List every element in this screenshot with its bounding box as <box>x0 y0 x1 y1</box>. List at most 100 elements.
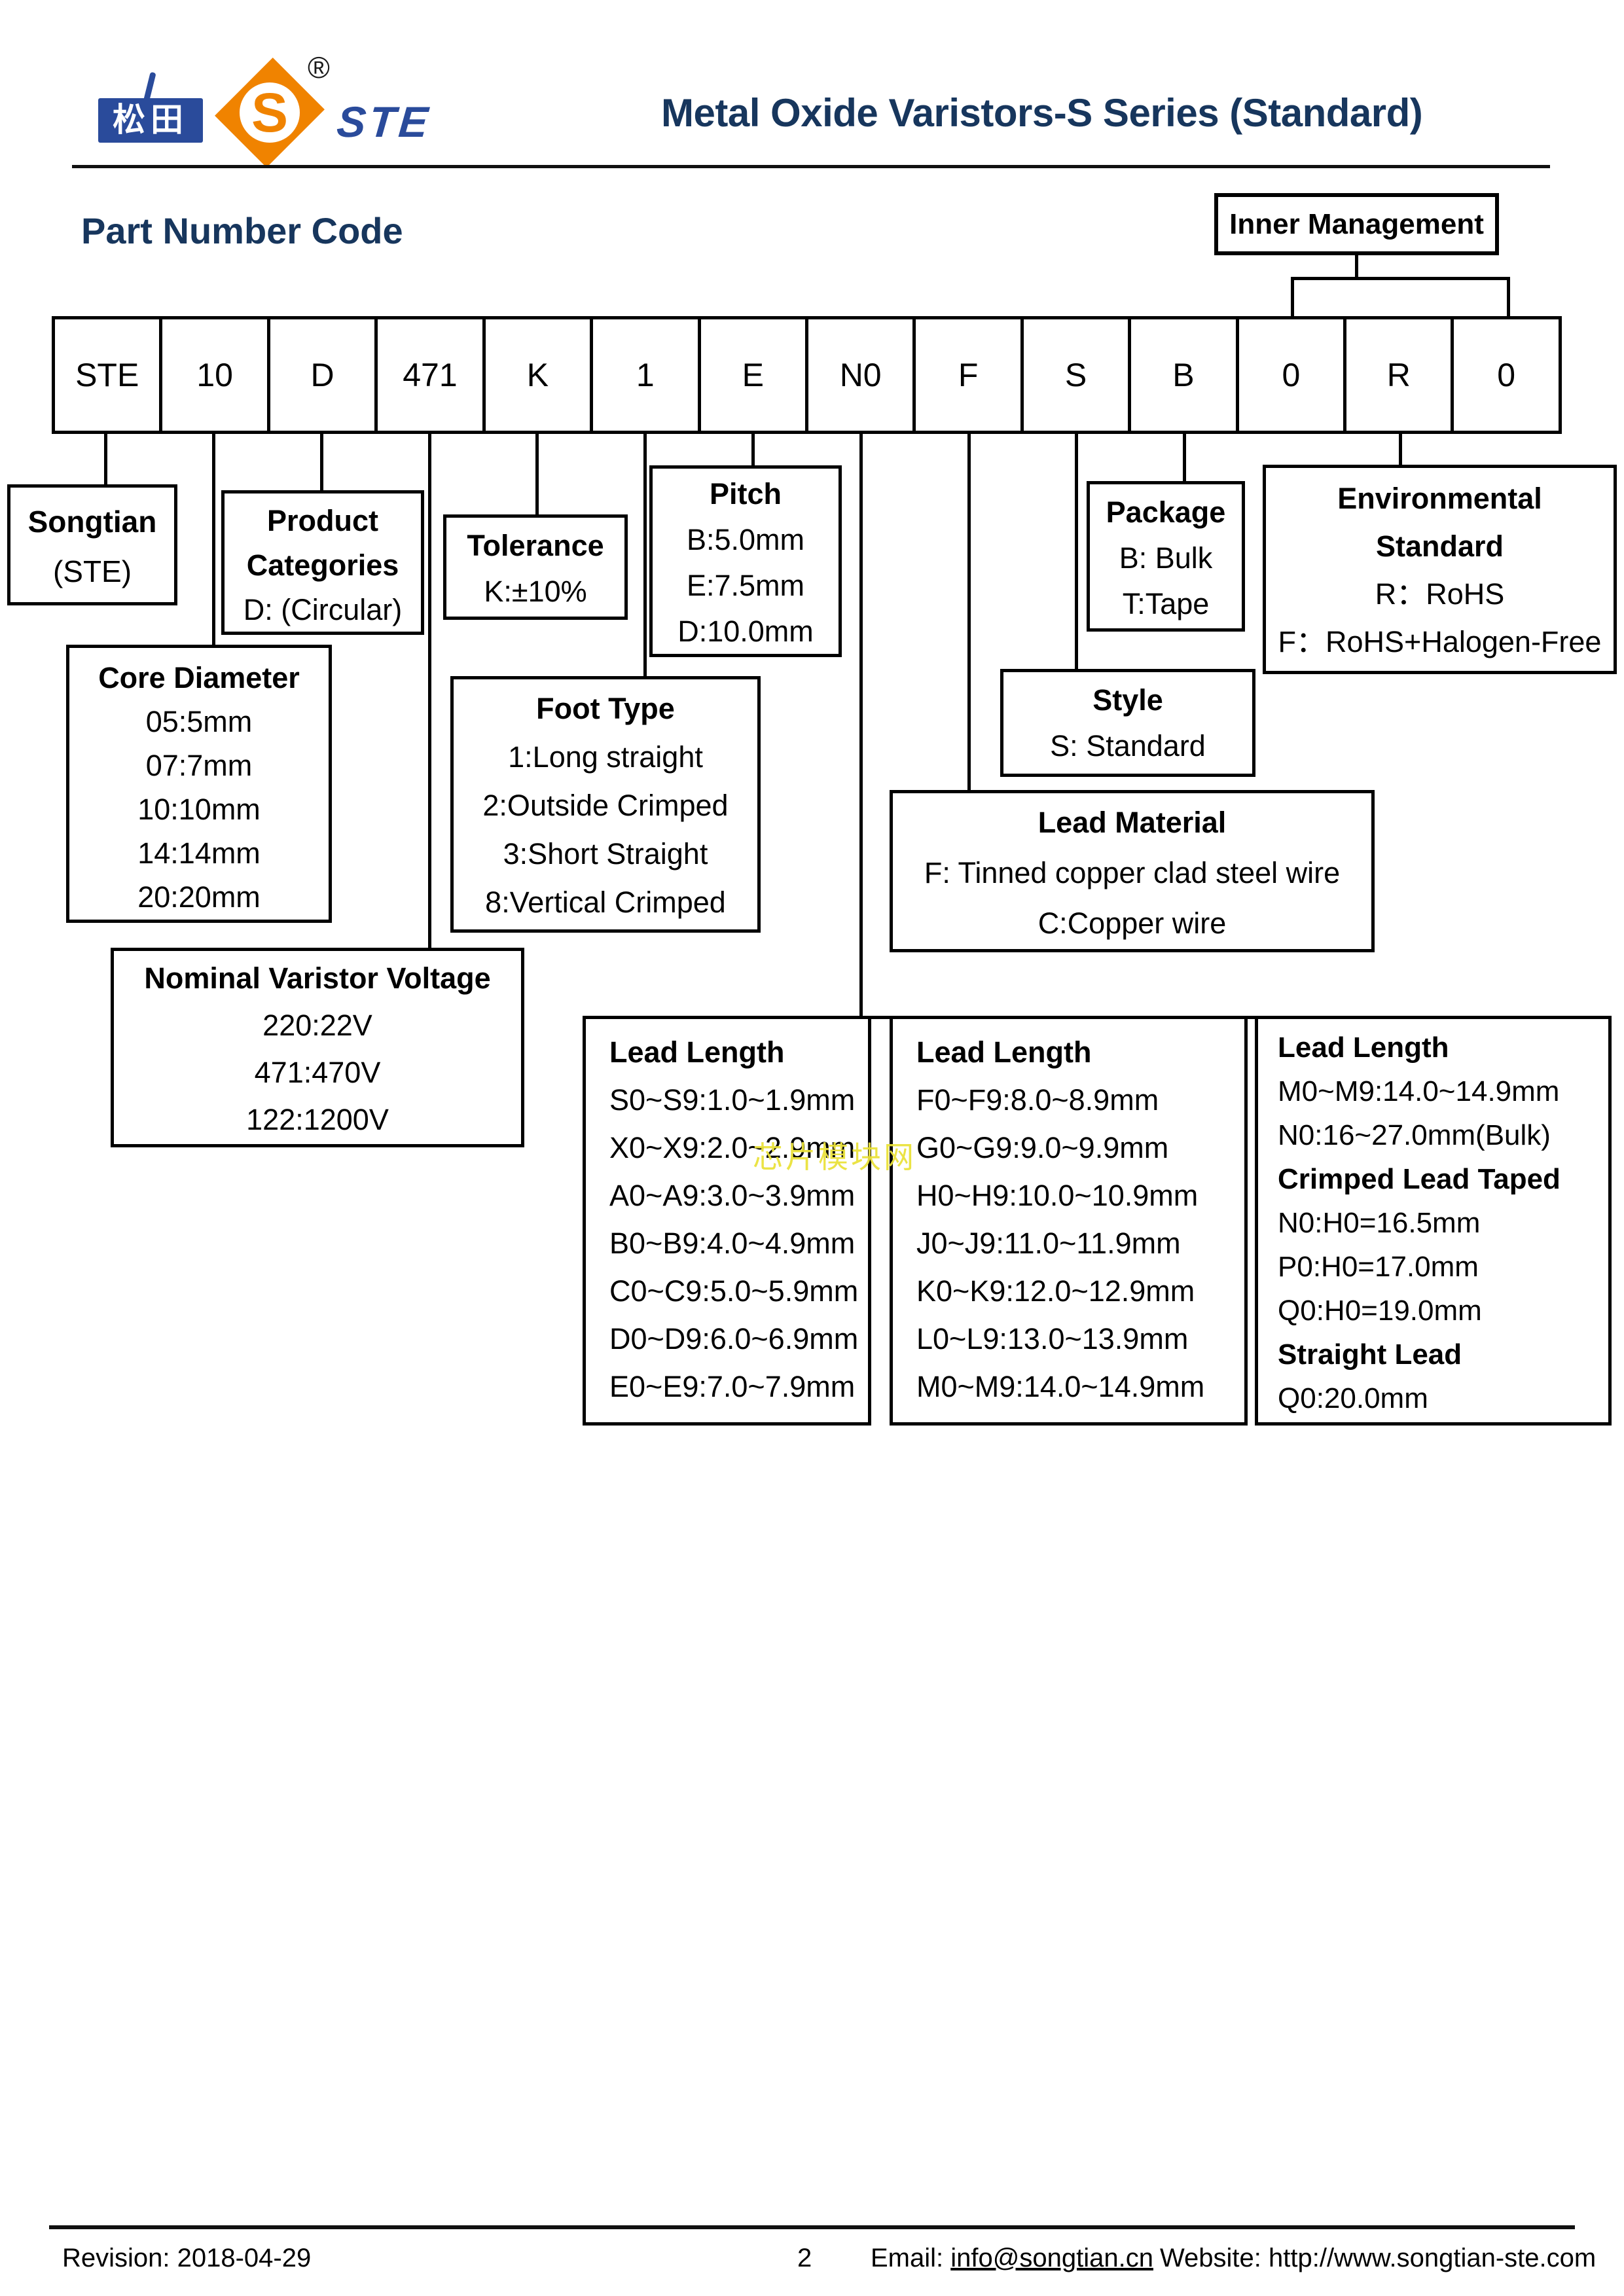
songtian-line: (STE) <box>52 554 132 588</box>
lead-length-box-3: Lead Length M0~M9:14.0~14.9mm N0:16~27.0… <box>1255 1016 1612 1426</box>
ll3-line-5: Q0:H0=19.0mm <box>1278 1295 1482 1327</box>
ll3-subtitle-crimped: Crimped Lead Taped <box>1278 1163 1561 1195</box>
ll2-line-6: L0~L9:13.0~13.9mm <box>916 1322 1189 1355</box>
environmental-line-1: R：RoHS <box>1375 577 1505 611</box>
connector-leadlength-bridge1 <box>871 1016 890 1019</box>
lead-length-box-1: Lead Length S0~S9:1.0~1.9mm X0~X9:2.0~2.… <box>583 1016 871 1426</box>
footer-email-label: Email: <box>871 2244 951 2272</box>
pitch-title: Pitch <box>709 477 782 511</box>
ll3-subtitle-straight: Straight Lead <box>1278 1338 1462 1371</box>
section-heading: Part Number Code <box>81 210 403 251</box>
foot-type-title: Foot Type <box>536 692 675 725</box>
package-box: Package B: Bulk T:Tape <box>1087 481 1245 632</box>
core-diameter-title: Core Diameter <box>98 661 300 694</box>
ll2-line-4: J0~J9:11.0~11.9mm <box>916 1227 1181 1260</box>
site-watermark: 芯片模块网 <box>753 1140 916 1174</box>
core-diameter-line-5: 20:20mm <box>137 880 261 914</box>
footer-page-number: 2 <box>797 2244 812 2272</box>
ll3-line-6: Q0:20.0mm <box>1278 1382 1428 1414</box>
part-code-cell-category: D <box>266 319 374 431</box>
connector-inner-mgmt-drop-left <box>1291 277 1294 316</box>
connector-foot-type <box>643 434 647 676</box>
connector-lead-material <box>967 434 971 790</box>
header-divider <box>72 165 1550 168</box>
nominal-voltage-line-1: 220:22V <box>262 1009 372 1042</box>
core-diameter-line-4: 14:14mm <box>137 836 261 870</box>
nominal-voltage-line-3: 122:1200V <box>246 1103 389 1136</box>
part-code-cell-style: S <box>1020 319 1128 431</box>
part-code-cell-leadmaterial: F <box>912 319 1020 431</box>
pitch-box: Pitch B:5.0mm E:7.5mm D:10.0mm <box>649 465 842 657</box>
part-code-cell-tolerance: K <box>482 319 590 431</box>
part-code-cell-core: 10 <box>159 319 266 431</box>
connector-inner-mgmt-drop-right <box>1507 277 1510 316</box>
tolerance-title: Tolerance <box>467 529 604 562</box>
connector-package <box>1183 434 1186 481</box>
connector-style <box>1075 434 1078 669</box>
lead-length-2-title: Lead Length <box>916 1035 1092 1069</box>
ll3-line-3: N0:H0=16.5mm <box>1278 1207 1481 1239</box>
part-code-cell-package: B <box>1128 319 1235 431</box>
ll1-line-3: A0~A9:3.0~3.9mm <box>609 1179 856 1212</box>
pitch-line-2: E:7.5mm <box>686 569 805 602</box>
foot-type-line-1: 1:Long straight <box>508 740 703 774</box>
ll1-line-7: E0~E9:7.0~7.9mm <box>609 1370 856 1403</box>
environmental-standard-box: Environmental Standard R：RoHS F：RoHS+Hal… <box>1263 465 1617 674</box>
core-diameter-line-2: 07:7mm <box>145 749 253 782</box>
connector-leadlength-bridge2 <box>1248 1016 1255 1019</box>
foot-type-line-2: 2:Outside Crimped <box>482 789 729 822</box>
lead-material-line-1: F: Tinned copper clad steel wire <box>924 856 1341 889</box>
connector-environmental <box>1399 434 1402 465</box>
ll1-line-4: B0~B9:4.0~4.9mm <box>609 1227 856 1260</box>
tolerance-box: Tolerance K:±10% <box>443 514 628 620</box>
nominal-voltage-box: Nominal Varistor Voltage 220:22V 471:470… <box>111 948 524 1147</box>
lead-length-box-2: Lead Length F0~F9:8.0~8.9mm G0~G9:9.0~9.… <box>890 1016 1248 1426</box>
nominal-voltage-title: Nominal Varistor Voltage <box>144 961 491 995</box>
connector-lead-length <box>859 434 863 1016</box>
footer-website: Website: http://www.songtian-ste.com <box>1160 2244 1597 2272</box>
lead-material-title: Lead Material <box>1038 806 1227 839</box>
part-code-cell-inner1: 0 <box>1235 319 1343 431</box>
tolerance-line: K:±10% <box>484 575 587 608</box>
style-line: S: Standard <box>1050 729 1206 762</box>
songtian-title: Songtian <box>27 505 157 539</box>
logo-logotype: STE <box>334 98 433 146</box>
part-code-cell-ste: STE <box>75 357 139 393</box>
part-number-row: STE 10 D 471 K 1 E N0 F S B 0 R 0 <box>52 316 1562 434</box>
connector-pitch <box>751 434 755 465</box>
footer-email-link[interactable]: info@songtian.cn <box>950 2244 1153 2272</box>
ll3-line-4: P0:H0=17.0mm <box>1278 1251 1479 1283</box>
connector-ste <box>104 434 107 484</box>
part-code-cell-leadlength: N0 <box>804 319 912 431</box>
connector-nominal-voltage <box>428 434 431 948</box>
pitch-line-3: D:10.0mm <box>677 615 814 648</box>
environmental-title-2: Standard <box>1375 529 1504 563</box>
connector-inner-mgmt-bridge <box>1291 277 1510 280</box>
core-diameter-line-3: 10:10mm <box>137 793 261 826</box>
inner-management-box: Inner Management <box>1214 193 1499 255</box>
foot-type-box: Foot Type 1:Long straight 2:Outside Crim… <box>450 676 761 933</box>
product-categories-box: Product Categories D: (Circular) <box>221 490 424 635</box>
ll1-line-6: D0~D9:6.0~6.9mm <box>609 1322 859 1355</box>
package-line-1: B: Bulk <box>1119 541 1213 575</box>
style-box: Style S: Standard <box>1000 669 1255 777</box>
style-title: Style <box>1092 683 1163 717</box>
connector-product-categories <box>320 434 323 490</box>
connector-tolerance <box>535 434 539 514</box>
part-code-cell-environment: R <box>1343 319 1451 431</box>
nominal-voltage-line-2: 471:470V <box>254 1056 381 1089</box>
environmental-title-1: Environmental <box>1337 482 1542 515</box>
footer-email: Email: info@songtian.cn <box>871 2244 1153 2273</box>
lead-material-box: Lead Material F: Tinned copper clad stee… <box>890 790 1375 952</box>
diamond-letter: S <box>251 82 289 143</box>
document-title: Metal Oxide Varistors-S Series (Standard… <box>661 91 1423 135</box>
core-diameter-line-1: 05:5mm <box>145 705 253 738</box>
ll1-line-2: X0~X9:2.0~2.9mm <box>609 1131 856 1164</box>
connector-core-diameter <box>212 434 215 645</box>
lead-length-3-title: Lead Length <box>1278 1031 1449 1064</box>
ll2-line-1: F0~F9:8.0~8.9mm <box>916 1083 1159 1117</box>
songtian-box: Songtian (STE) <box>7 484 177 605</box>
ll3-line-1: M0~M9:14.0~14.9mm <box>1278 1075 1560 1107</box>
foot-type-line-3: 3:Short Straight <box>503 837 708 870</box>
footer-revision: Revision: 2018-04-29 <box>62 2244 312 2272</box>
